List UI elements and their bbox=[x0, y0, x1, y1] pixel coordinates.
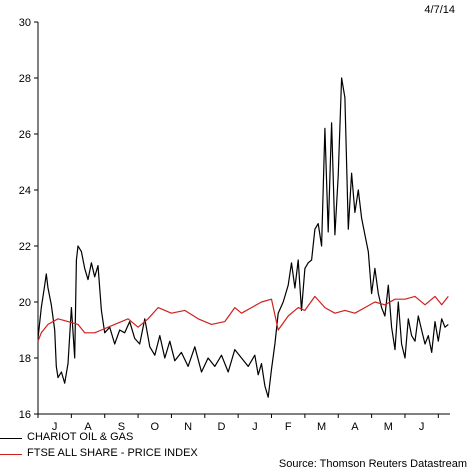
y-tick-label-16: 16 bbox=[19, 409, 31, 421]
y-tick-label-28: 28 bbox=[19, 73, 31, 85]
y-tick-label-24: 24 bbox=[19, 185, 31, 197]
y-tick-label-22: 22 bbox=[19, 241, 31, 253]
x-tick-label-10: M bbox=[384, 421, 393, 433]
x-tick-label-1: A bbox=[84, 421, 92, 433]
y-tick-label-20: 20 bbox=[19, 297, 31, 309]
axes bbox=[37, 22, 450, 415]
source-note: Source: Thomson Reuters Datastream bbox=[278, 458, 467, 470]
chart-date: 4/7/14 bbox=[424, 4, 455, 16]
x-tick-label-4: N bbox=[184, 421, 192, 433]
x-tick-label-3: O bbox=[150, 421, 159, 433]
x-tick-label-7: F bbox=[285, 421, 292, 433]
y-tick-label-26: 26 bbox=[19, 129, 31, 141]
y-tick-label-30: 30 bbox=[19, 17, 31, 29]
legend-swatch-ftse bbox=[0, 454, 22, 455]
x-tick-label-5: D bbox=[218, 421, 226, 433]
x-tick-label-8: M bbox=[317, 421, 326, 433]
series-line-chariot bbox=[37, 77, 449, 398]
series-layer bbox=[37, 77, 449, 398]
y-axis-ticks: 16 18 20 22 24 26 28 30 bbox=[19, 17, 38, 421]
y-tick-label-18: 18 bbox=[19, 353, 31, 365]
x-tick-label-9: A bbox=[351, 421, 359, 433]
legend-label-ftse: FTSE ALL SHARE - PRICE INDEX bbox=[27, 447, 198, 459]
x-tick-label-6: J bbox=[252, 421, 258, 433]
x-tick-label-2: S bbox=[118, 421, 125, 433]
x-tick-label-0: J bbox=[52, 421, 58, 433]
legend-swatch-chariot bbox=[0, 438, 22, 439]
series-line-ftse bbox=[37, 295, 449, 342]
legend-label-chariot: CHARIOT OIL & GAS bbox=[27, 431, 134, 443]
x-tick-label-11: J bbox=[419, 421, 425, 433]
